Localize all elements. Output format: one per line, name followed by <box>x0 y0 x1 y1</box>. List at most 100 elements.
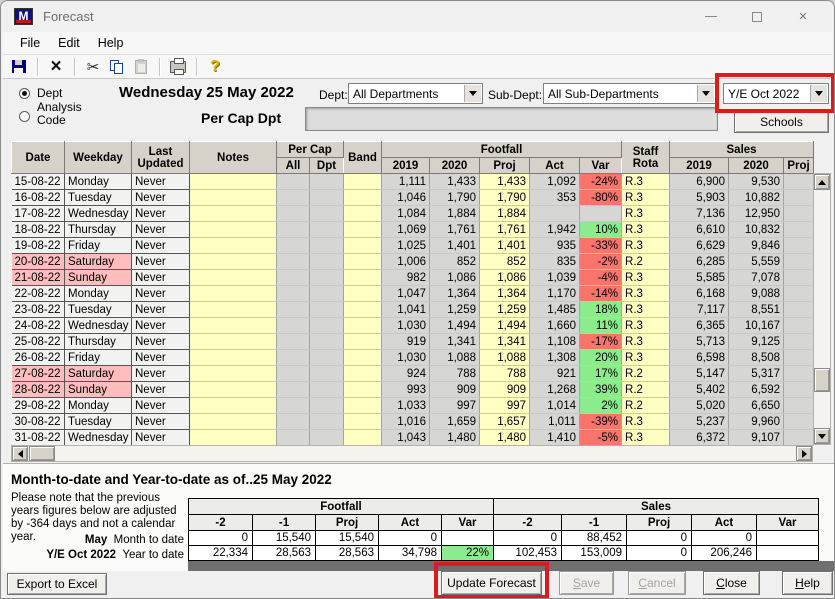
horizontal-scrollbar[interactable] <box>11 445 813 462</box>
minimize-button[interactable] <box>688 1 734 32</box>
dept-select[interactable]: All Departments <box>348 83 483 104</box>
cell-percap-all[interactable] <box>276 189 310 206</box>
subdept-select[interactable]: All Sub-Departments <box>543 83 716 104</box>
delete-icon[interactable]: × <box>50 55 62 77</box>
cell-footfall-proj[interactable]: 909 <box>479 381 530 398</box>
cell-percap-dpt[interactable] <box>309 397 344 414</box>
cell-footfall-proj[interactable]: 852 <box>479 253 530 270</box>
cell-footfall-proj[interactable]: 788 <box>479 365 530 382</box>
chevron-down-icon[interactable] <box>464 85 481 102</box>
cell-footfall-proj[interactable]: 1,884 <box>479 205 530 222</box>
copy-icon[interactable] <box>107 57 127 77</box>
cell-staff-rota[interactable]: R.3 <box>621 285 671 302</box>
chevron-down-icon[interactable] <box>810 85 827 102</box>
cell-staff-rota[interactable]: R.3 <box>621 317 671 334</box>
cell-percap-all[interactable] <box>276 333 310 350</box>
cell-percap-all[interactable] <box>276 365 310 382</box>
cell-footfall-proj[interactable]: 1,364 <box>479 285 530 302</box>
cell-staff-rota[interactable]: R.3 <box>621 221 671 238</box>
cell-notes[interactable] <box>189 285 277 302</box>
cell-percap-dpt[interactable] <box>309 221 344 238</box>
cell-band[interactable] <box>343 381 382 398</box>
cell-percap-dpt[interactable] <box>309 253 344 270</box>
cell-percap-dpt[interactable] <box>309 317 344 334</box>
scroll-up-button[interactable] <box>814 174 830 190</box>
cell-percap-all[interactable] <box>276 349 310 366</box>
cell-notes[interactable] <box>189 189 277 206</box>
cell-band[interactable] <box>343 397 382 414</box>
schools-button[interactable]: Schools <box>734 111 829 133</box>
cell-percap-all[interactable] <box>276 269 310 286</box>
cell-notes[interactable] <box>189 349 277 366</box>
cell-notes[interactable] <box>189 237 277 254</box>
cell-footfall-proj[interactable]: 1,341 <box>479 333 530 350</box>
cell-staff-rota[interactable]: R.3 <box>621 413 671 430</box>
cell-notes[interactable] <box>189 381 277 398</box>
menu-help[interactable]: Help <box>97 36 124 50</box>
cell-percap-all[interactable] <box>276 285 310 302</box>
cell-percap-all[interactable] <box>276 301 310 318</box>
cell-footfall-proj[interactable]: 1,401 <box>479 237 530 254</box>
cell-notes[interactable] <box>189 269 277 286</box>
cut-icon[interactable]: ✂ <box>86 58 100 76</box>
cell-staff-rota[interactable]: R.2 <box>621 253 671 270</box>
cell-percap-dpt[interactable] <box>309 381 344 398</box>
cell-staff-rota[interactable]: R.3 <box>621 429 671 446</box>
cell-notes[interactable] <box>189 317 277 334</box>
cell-notes[interactable] <box>189 397 277 414</box>
cell-percap-dpt[interactable] <box>309 333 344 350</box>
cell-footfall-proj[interactable]: 1,433 <box>479 173 530 190</box>
cell-footfall-proj[interactable]: 1,790 <box>479 189 530 206</box>
export-to-excel-button[interactable]: Export to Excel <box>7 573 107 595</box>
cell-percap-dpt[interactable] <box>309 285 344 302</box>
cell-band[interactable] <box>343 205 382 222</box>
year-end-select[interactable]: Y/E Oct 2022 <box>723 83 829 104</box>
cell-notes[interactable] <box>189 413 277 430</box>
cell-band[interactable] <box>343 317 382 334</box>
cell-percap-all[interactable] <box>276 429 310 446</box>
cell-percap-dpt[interactable] <box>309 413 344 430</box>
cell-footfall-proj[interactable]: 1,657 <box>479 413 530 430</box>
cell-footfall-proj[interactable]: 1,494 <box>479 317 530 334</box>
scroll-right-button[interactable] <box>796 446 812 461</box>
save-icon[interactable] <box>9 57 29 77</box>
close-button[interactable]: Close <box>703 571 760 595</box>
vertical-scroll-thumb[interactable] <box>814 368 830 392</box>
cell-footfall-proj[interactable]: 997 <box>479 397 530 414</box>
cell-percap-dpt[interactable] <box>309 429 344 446</box>
cell-band[interactable] <box>343 237 382 254</box>
analysis-code-radio[interactable] <box>19 111 30 122</box>
cell-footfall-proj[interactable]: 1,480 <box>479 429 530 446</box>
cell-band[interactable] <box>343 333 382 350</box>
cell-band[interactable] <box>343 173 382 190</box>
print-icon[interactable] <box>168 57 188 77</box>
cell-band[interactable] <box>343 365 382 382</box>
scroll-down-button[interactable] <box>814 428 830 444</box>
horizontal-scroll-thumb[interactable] <box>29 446 55 461</box>
update-forecast-button[interactable]: Update Forecast <box>441 571 542 595</box>
cell-band[interactable] <box>343 413 382 430</box>
cell-footfall-proj[interactable]: 1,088 <box>479 349 530 366</box>
cell-percap-dpt[interactable] <box>309 349 344 366</box>
cell-notes[interactable] <box>189 205 277 222</box>
cell-staff-rota[interactable]: R.3 <box>621 205 671 222</box>
cell-percap-dpt[interactable] <box>309 205 344 222</box>
cell-staff-rota[interactable]: R.3 <box>621 173 671 190</box>
close-window-button[interactable]: × <box>798 8 808 25</box>
cell-percap-all[interactable] <box>276 173 310 190</box>
cell-notes[interactable] <box>189 253 277 270</box>
cell-footfall-proj[interactable]: 1,259 <box>479 301 530 318</box>
scroll-left-button[interactable] <box>12 446 28 461</box>
cancel-button[interactable]: Cancel <box>628 571 686 595</box>
cell-staff-rota[interactable]: R.3 <box>621 333 671 350</box>
save-button[interactable]: Save <box>559 571 614 595</box>
cell-percap-all[interactable] <box>276 317 310 334</box>
cell-staff-rota[interactable]: R.2 <box>621 381 671 398</box>
cell-percap-all[interactable] <box>276 205 310 222</box>
cell-percap-dpt[interactable] <box>309 189 344 206</box>
cell-footfall-proj[interactable]: 1,086 <box>479 269 530 286</box>
cell-notes[interactable] <box>189 301 277 318</box>
cell-percap-dpt[interactable] <box>309 301 344 318</box>
chevron-down-icon[interactable] <box>697 85 714 102</box>
cell-percap-all[interactable] <box>276 237 310 254</box>
